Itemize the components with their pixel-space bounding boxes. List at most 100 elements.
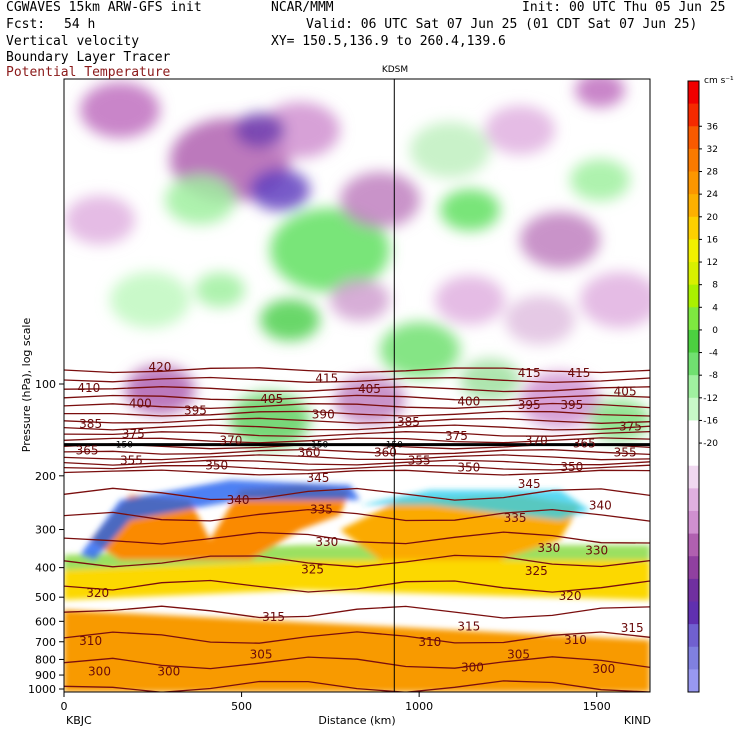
colorbar-swatch — [688, 126, 699, 150]
theta-label: 315 — [262, 610, 285, 624]
theta-contour — [64, 531, 650, 545]
field-name-theta: Potential Temperature — [6, 65, 171, 80]
theta-label: 420 — [148, 360, 171, 374]
theta-contour — [64, 367, 650, 374]
colorbar-swatch — [688, 352, 699, 376]
theta-label: 350 — [457, 461, 480, 475]
theta-contour — [64, 605, 650, 619]
colorbar-swatch — [688, 262, 699, 286]
theta-label: 395 — [560, 398, 583, 412]
theta-label: 350 — [560, 460, 583, 474]
valid-time: Valid: 06 UTC Sat 07 Jun 25 (01 CDT Sat … — [306, 17, 698, 32]
colorbar-tick-label: 12 — [707, 258, 718, 268]
x-tick-label: 0 — [61, 700, 68, 713]
colorbar-swatch — [688, 375, 699, 399]
colorbar-swatch — [688, 646, 699, 670]
theta-label: 385 — [79, 417, 102, 431]
theta-label: 335 — [310, 503, 333, 517]
theta-label: 320 — [86, 586, 109, 600]
field-name-w: Vertical velocity — [6, 34, 140, 49]
colorbar-tick-label: 20 — [707, 213, 719, 223]
theta-label: 405 — [260, 392, 283, 406]
theta-label: 300 — [592, 662, 615, 676]
station-top-label: KDSM — [382, 65, 408, 75]
w-blob — [440, 189, 500, 231]
theta-label: 415 — [568, 366, 591, 380]
w-blob — [505, 295, 575, 345]
w-blob — [260, 102, 340, 158]
theta-label: 320 — [559, 589, 582, 603]
y-tick-label: 500 — [35, 591, 56, 604]
theta-label: 395 — [518, 398, 541, 412]
colorbar-swatch — [688, 307, 699, 331]
theta-label: 335 — [504, 511, 527, 525]
y-tick-label: 600 — [35, 615, 56, 628]
y-tick-label: 900 — [35, 669, 56, 682]
w-blob — [230, 392, 310, 448]
theta-contour — [64, 410, 650, 417]
plot-frame — [63, 78, 651, 693]
w-blob — [485, 105, 555, 155]
colorbar-tick-label: 8 — [712, 281, 718, 291]
tracer-edge — [360, 490, 590, 520]
colorbar-swatch — [688, 148, 699, 173]
theta-contour — [64, 579, 650, 593]
model-title: CGWAVES 15km ARW-GFS init — [6, 0, 202, 15]
x-tick-label: 500 — [231, 700, 252, 713]
theta-label: 340 — [589, 498, 612, 512]
w-blob — [195, 272, 245, 308]
theta-contour — [64, 554, 650, 568]
colorbar-tick-label: 0 — [712, 326, 718, 336]
w-blob — [270, 208, 390, 292]
colorbar-swatch — [688, 510, 699, 535]
w-blob — [380, 322, 460, 378]
theta-label: 330 — [585, 544, 608, 558]
colorbar-swatch — [688, 443, 699, 467]
colorbar: 36 32 28 24 20 16 12 8 4 0 -4 -8 -12 -16 -20 — [687, 80, 719, 693]
colorbar-swatch — [688, 171, 699, 195]
theta-contour — [64, 437, 650, 444]
y-tick-label: 700 — [35, 636, 56, 649]
tracer-label: 150 — [116, 441, 133, 451]
theta-label: 355 — [120, 453, 143, 467]
colorbar-swatch — [688, 329, 699, 354]
x-axis-label: Distance (km) — [318, 714, 395, 727]
colorbar-swatch — [688, 578, 699, 602]
theta-label: 310 — [564, 633, 587, 647]
w-blob — [250, 169, 310, 211]
colorbar-swatch — [688, 284, 699, 308]
forecast-label: Fcst: — [6, 17, 46, 32]
colorbar-tick-label: 4 — [712, 303, 718, 313]
theta-contour — [64, 430, 650, 438]
theta-label: 415 — [518, 366, 541, 380]
colorbar-tick-label: 32 — [707, 145, 718, 155]
colorbar-tick-label: 24 — [707, 190, 719, 200]
w-blob — [80, 82, 160, 138]
y-tick-label: 200 — [35, 470, 56, 483]
theta-label: 345 — [306, 471, 329, 485]
y-tick-label: 800 — [35, 653, 56, 666]
theta-label: 355 — [614, 446, 637, 460]
colorbar-swatch — [688, 397, 699, 421]
tracer-band — [64, 560, 650, 600]
potential-temperature-labels: 420 410 400 395 405 415 405 390 385 400 395 395 415 4… — [76, 360, 644, 678]
boundary-layer-tracer-field — [64, 480, 650, 692]
w-blob — [235, 112, 285, 148]
tracer-base — [64, 610, 650, 692]
forecast-hour: 54 h — [64, 17, 96, 32]
colorbar-swatch — [688, 465, 699, 489]
init-time: Init: 00 UTC Thu 05 Jun 25 — [522, 0, 726, 15]
colorbar-tick-label: -8 — [709, 371, 718, 381]
theta-contour — [64, 469, 650, 476]
colorbar-tick-label: -16 — [703, 416, 718, 426]
theta-label: 370 — [525, 433, 548, 447]
theta-contour — [64, 464, 650, 471]
x-axis: 0 500 1000 1500 — [61, 692, 611, 713]
theta-label: 385 — [397, 415, 420, 429]
theta-label: 395 — [184, 403, 207, 417]
theta-label: 400 — [457, 394, 480, 408]
theta-label: 415 — [315, 372, 338, 386]
theta-label: 365 — [573, 437, 596, 451]
vertical-velocity-field — [65, 79, 650, 448]
